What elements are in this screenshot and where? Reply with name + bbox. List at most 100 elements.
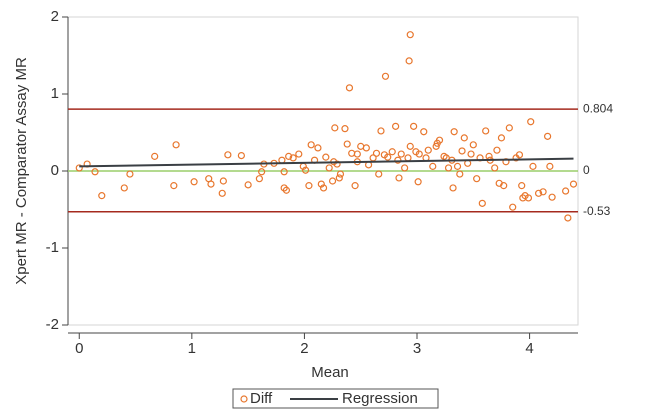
reference-label: -0.53 (583, 204, 611, 218)
data-point (91, 168, 99, 176)
y-tick-label: 2 (51, 8, 59, 25)
data-point (325, 164, 333, 172)
data-point (569, 180, 578, 188)
data-point (280, 168, 288, 176)
data-point (75, 164, 83, 172)
data-point (524, 194, 533, 202)
data-point (435, 136, 444, 144)
data-point (336, 170, 345, 178)
legend: Diff Regression (232, 388, 439, 409)
data-point (491, 164, 499, 172)
data-point (505, 124, 513, 132)
data-point (518, 182, 526, 190)
data-point (420, 128, 428, 136)
data-point (406, 31, 414, 39)
data-point (509, 203, 517, 211)
data-point (548, 193, 556, 201)
data-point (322, 153, 330, 161)
data-point (429, 162, 437, 170)
data-point (224, 151, 232, 159)
x-tick-label: 2 (300, 340, 308, 357)
data-point (151, 152, 159, 160)
data-point (289, 154, 297, 162)
data-point (319, 184, 328, 192)
y-tick-label: 1 (51, 85, 59, 102)
data-point (460, 134, 468, 142)
data-point (372, 149, 381, 157)
legend-label: Regression (342, 390, 418, 407)
data-point (258, 168, 266, 176)
data-point (546, 162, 554, 170)
data-point (172, 141, 180, 149)
data-point (482, 127, 490, 135)
data-point (244, 181, 252, 189)
data-point (345, 84, 354, 92)
data-point (539, 188, 547, 196)
data-point (453, 162, 462, 170)
data-point (218, 189, 226, 197)
x-tick-label: 1 (188, 340, 196, 357)
data-point (410, 122, 418, 130)
data-point (381, 72, 390, 80)
data-point (317, 180, 325, 188)
data-point (280, 184, 288, 192)
data-point (458, 147, 466, 155)
data-point (282, 186, 291, 194)
data-point (375, 170, 383, 178)
data-point (450, 128, 458, 136)
data-point (328, 177, 337, 185)
reference-label: 0 (583, 163, 590, 177)
reference-label: 0.804 (583, 101, 613, 115)
data-point (406, 142, 414, 150)
data-point (469, 141, 477, 149)
data-point (307, 141, 315, 149)
data-point (285, 152, 293, 160)
y-tick-label: -1 (46, 239, 59, 256)
data-point (170, 182, 178, 190)
data-point (341, 125, 349, 133)
data-point (314, 144, 322, 152)
data-point (562, 187, 570, 195)
data-point (237, 152, 245, 160)
data-point (515, 151, 524, 159)
data-point (493, 146, 501, 154)
data-point (449, 184, 457, 192)
y-axis-title: Xpert MR - Comparator Assay MR (13, 57, 30, 285)
data-point (444, 164, 453, 172)
data-point (415, 150, 423, 158)
data-point (219, 177, 227, 185)
data-point (395, 174, 403, 182)
data-point (362, 144, 370, 152)
data-point (190, 178, 198, 186)
x-tick-label: 3 (413, 340, 421, 357)
data-point (401, 164, 409, 172)
data-point (333, 160, 341, 168)
data-point (377, 127, 385, 135)
x-tick-label: 0 (75, 340, 83, 357)
x-axis-title: Mean (311, 364, 349, 381)
data-point (301, 166, 310, 174)
data-point (414, 178, 422, 186)
data-point (295, 150, 303, 158)
data-point (351, 182, 359, 190)
data-point (335, 174, 343, 182)
data-point (98, 192, 106, 200)
data-point (478, 199, 486, 207)
data-point (126, 170, 134, 178)
data-point (432, 142, 440, 150)
y-tick-label: 0 (51, 162, 59, 179)
data-point (529, 162, 537, 170)
data-point (388, 148, 396, 156)
x-tick-label: 4 (525, 340, 533, 357)
data-point (527, 118, 535, 126)
data-point (405, 57, 413, 65)
regression-line (79, 157, 574, 168)
legend-label: Diff (250, 390, 273, 407)
data-point (485, 152, 493, 160)
data-point (564, 214, 572, 222)
data-point (404, 154, 412, 162)
data-point (207, 180, 215, 188)
data-point (473, 175, 481, 183)
data-point (343, 140, 351, 148)
